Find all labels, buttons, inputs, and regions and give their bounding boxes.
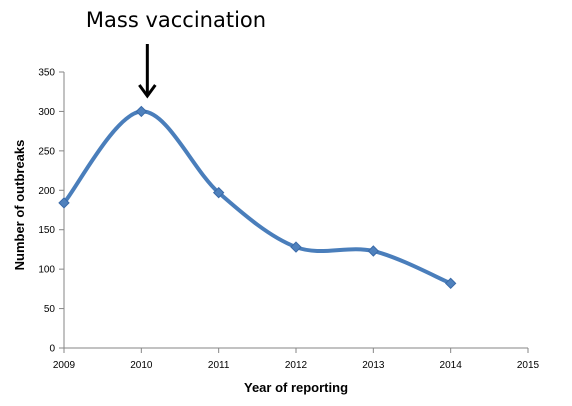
mass-vaccination-annotation: Mass vaccination <box>86 8 266 32</box>
y-tick-label: 50 <box>44 304 56 315</box>
data-point-marker <box>367 245 380 257</box>
x-tick-label: 2014 <box>440 360 463 371</box>
x-tick-label: 2011 <box>208 360 230 371</box>
y-axis-title: Number of outbreaks <box>12 140 27 271</box>
x-axis-title: Year of reporting <box>244 380 348 395</box>
annotation-group: Mass vaccination <box>86 8 266 99</box>
tick-labels-group: 0 50 100 150 200 250 300 350 2009 2010 2011 2012 201… <box>38 68 539 372</box>
y-tick-label: 200 <box>38 186 55 197</box>
y-tick-label: 350 <box>38 68 55 79</box>
y-tick-label: 250 <box>38 146 55 157</box>
y-tick-label: 300 <box>38 107 55 118</box>
x-tick-label: 2009 <box>53 360 76 371</box>
data-point-marker <box>212 186 225 199</box>
data-point-marker <box>444 277 457 290</box>
x-tick-label: 2012 <box>285 360 308 371</box>
data-point-marker <box>58 197 70 209</box>
data-point-marker <box>135 105 148 118</box>
series-group <box>58 105 457 290</box>
y-tick-label: 100 <box>38 265 55 276</box>
axes-group <box>59 71 529 353</box>
x-tick-label: 2015 <box>517 360 540 371</box>
x-tick-label: 2010 <box>130 360 153 371</box>
series-line <box>62 109 453 286</box>
y-tick-label: 0 <box>49 344 55 355</box>
x-tick-label: 2013 <box>362 360 385 371</box>
data-point-marker <box>290 241 302 253</box>
y-tick-label: 150 <box>38 225 55 236</box>
annotation-arrow-head <box>138 84 157 99</box>
